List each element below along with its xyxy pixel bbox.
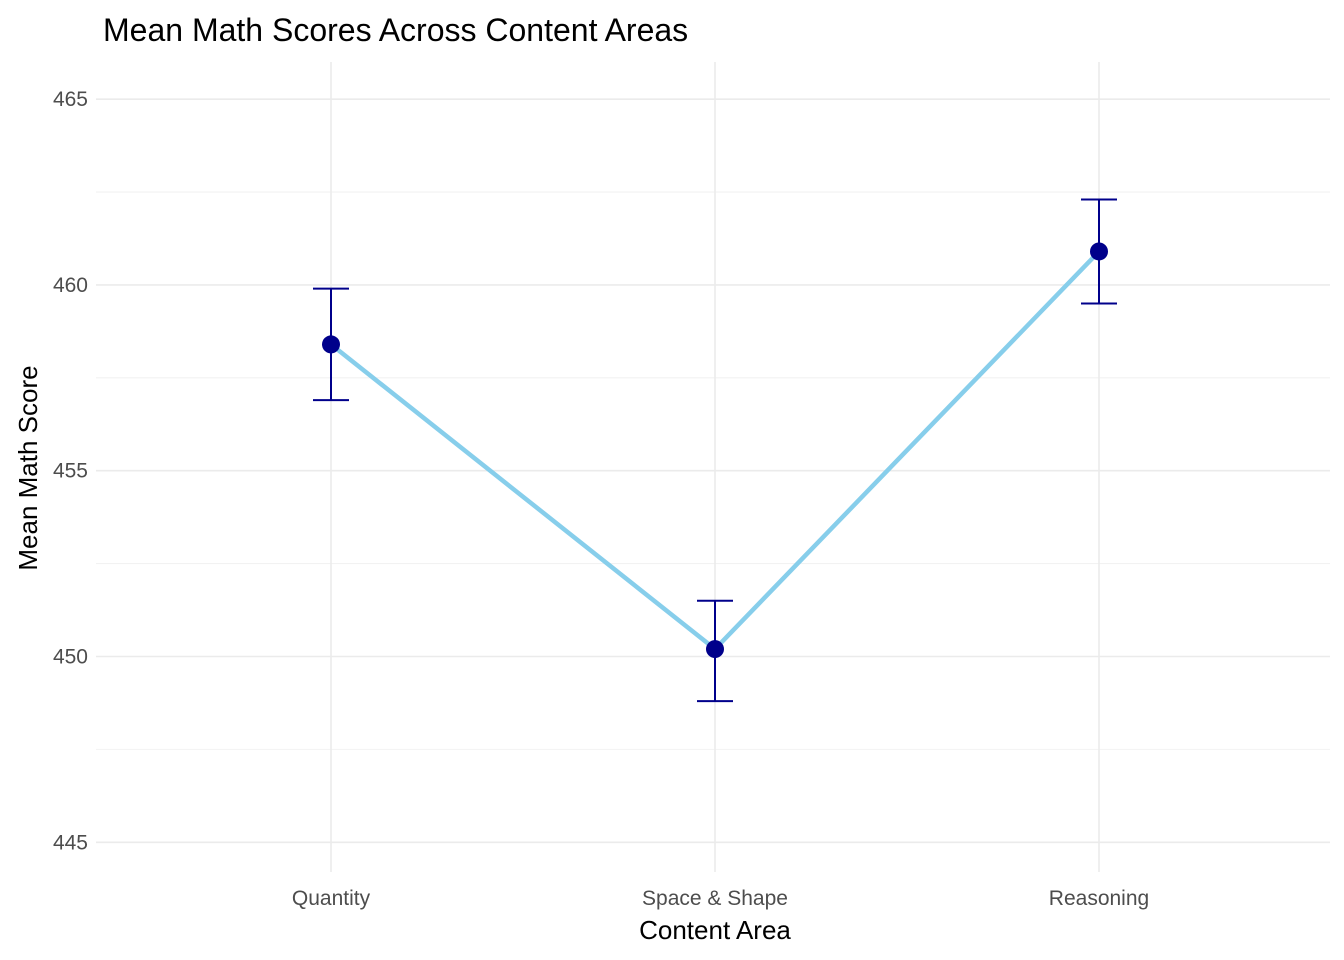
x-tick-label: Reasoning — [1049, 887, 1149, 910]
y-tick-label: 460 — [53, 274, 88, 297]
y-axis-ticks: 445 450 455 460 465 — [53, 88, 88, 854]
y-axis-title: Mean Math Score — [13, 365, 43, 570]
y-tick-label: 450 — [53, 645, 88, 668]
y-tick-label: 455 — [53, 460, 88, 483]
data-point — [706, 640, 724, 659]
y-tick-label: 445 — [53, 831, 88, 854]
plot-panel — [96, 62, 1330, 872]
x-tick-label: Space & Shape — [642, 887, 788, 910]
data-points — [322, 242, 1108, 659]
x-tick-label: Quantity — [292, 887, 371, 910]
chart-title: Mean Math Scores Across Content Areas — [103, 12, 688, 48]
grid-lines — [96, 62, 1330, 872]
data-point — [322, 335, 340, 354]
data-point — [1090, 242, 1108, 261]
x-axis-ticks: Quantity Space & Shape Reasoning — [292, 887, 1149, 910]
y-tick-label: 465 — [53, 88, 88, 111]
x-axis-title: Content Area — [639, 915, 791, 945]
